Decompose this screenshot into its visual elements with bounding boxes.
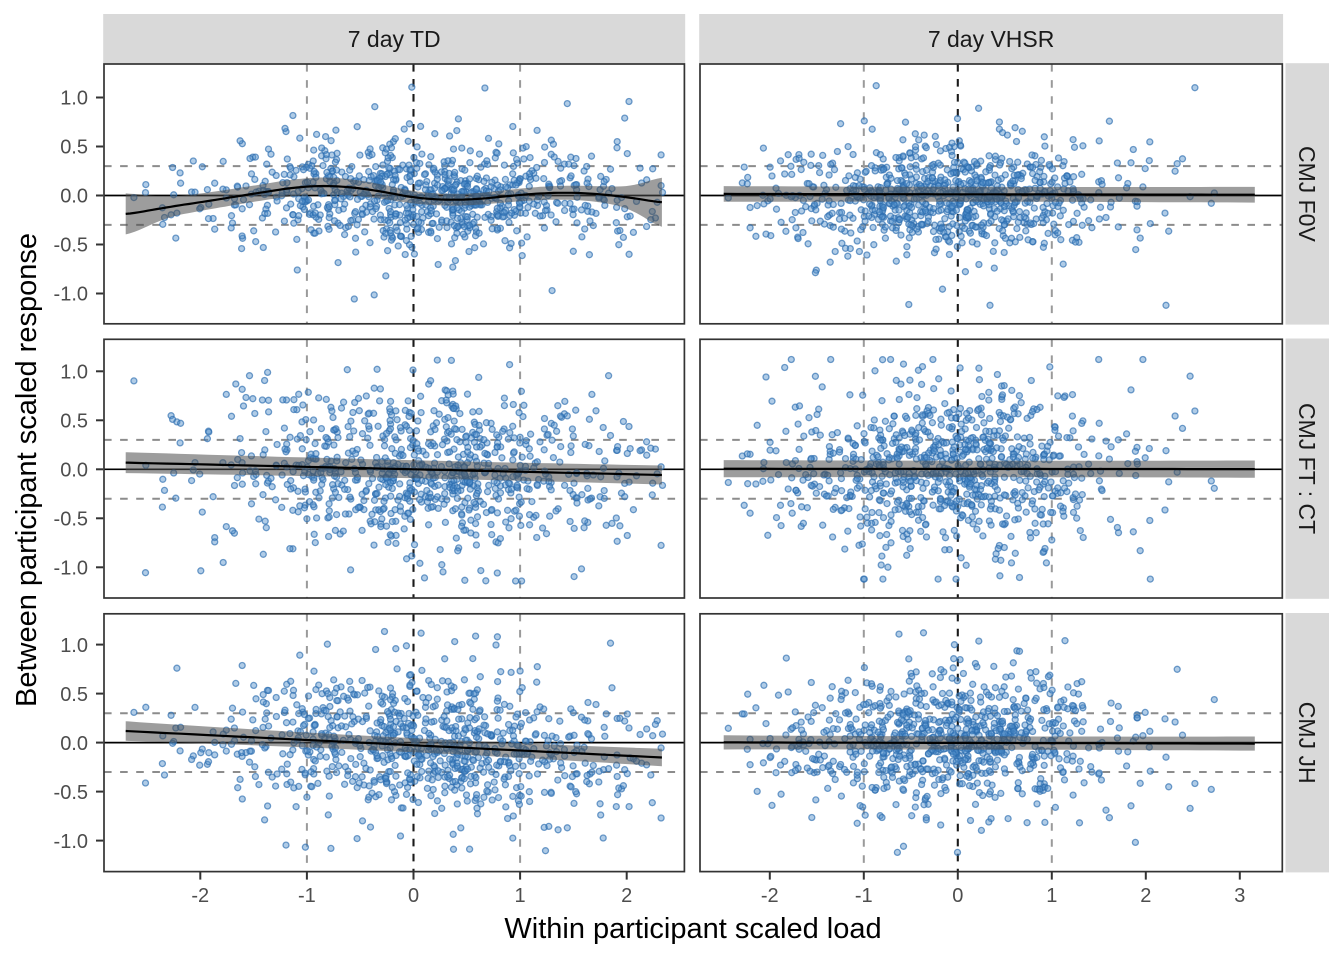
svg-text:CMJ FT : CT: CMJ FT : CT xyxy=(1294,403,1320,534)
svg-text:CMJ JH: CMJ JH xyxy=(1294,702,1320,784)
svg-text:7 day VHSR: 7 day VHSR xyxy=(928,26,1055,52)
svg-text:7 day TD: 7 day TD xyxy=(348,26,441,52)
svg-text:CMJ F0V: CMJ F0V xyxy=(1294,146,1320,243)
